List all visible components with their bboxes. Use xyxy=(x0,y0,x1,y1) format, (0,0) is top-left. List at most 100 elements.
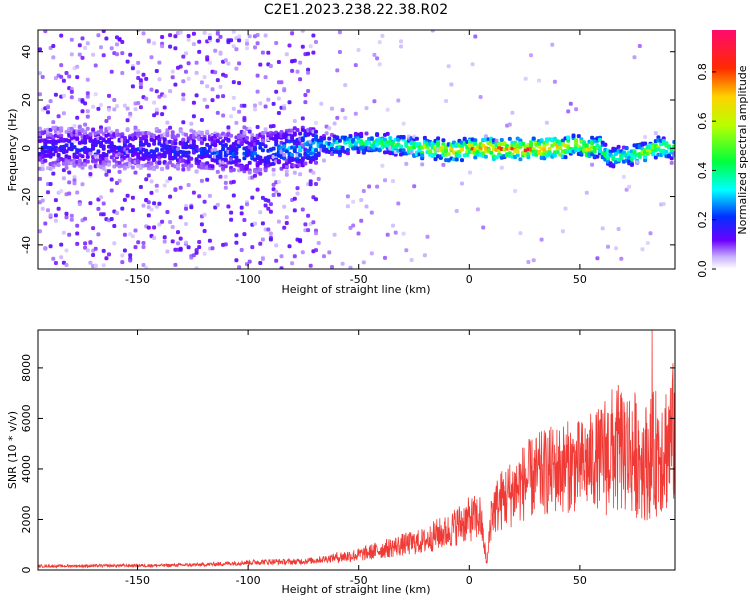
heatmap-cell xyxy=(237,34,242,39)
heatmap-cell xyxy=(149,190,154,195)
heatmap-cell xyxy=(104,156,109,161)
heatmap-cell xyxy=(255,89,260,94)
heatmap-cell xyxy=(308,263,313,268)
heatmap-cell xyxy=(258,167,263,172)
heatmap-cell xyxy=(144,177,149,182)
heatmap-cell xyxy=(266,97,271,102)
heatmap-cell xyxy=(237,158,242,163)
heatmap-cell xyxy=(298,172,303,177)
heatmap-cell xyxy=(117,160,122,165)
heatmap-cell xyxy=(327,136,332,141)
spectrogram-x-tick-label: -100 xyxy=(236,273,261,286)
heatmap-cell xyxy=(598,145,602,150)
heatmap-cell xyxy=(322,144,326,149)
heatmap-cell xyxy=(552,79,557,84)
heatmap-cell xyxy=(592,149,597,154)
heatmap-cell xyxy=(316,153,321,157)
heatmap-cell xyxy=(237,61,242,66)
heatmap-cell xyxy=(481,225,486,230)
heatmap-cell xyxy=(486,148,491,152)
spectrogram-y-tick-label: 0 xyxy=(20,145,33,152)
heatmap-cell xyxy=(141,72,146,77)
heatmap-cell xyxy=(59,33,64,38)
heatmap-cell xyxy=(245,41,249,46)
heatmap-cell xyxy=(499,138,504,142)
heatmap-cell xyxy=(287,43,292,48)
heatmap-cell xyxy=(186,150,191,155)
heatmap-cell xyxy=(266,50,271,55)
heatmap-cell xyxy=(664,141,669,146)
heatmap-cell xyxy=(258,62,263,67)
heatmap-cell xyxy=(250,195,255,200)
heatmap-cell xyxy=(255,187,260,192)
heatmap-cell xyxy=(168,194,173,199)
heatmap-cell xyxy=(375,184,380,189)
heatmap-cell xyxy=(380,163,385,168)
heatmap-cell xyxy=(53,198,58,203)
heatmap-cell xyxy=(314,134,318,139)
heatmap-cell xyxy=(316,177,321,181)
heatmap-cell xyxy=(401,231,406,236)
heatmap-cell xyxy=(162,235,167,240)
heatmap-cell xyxy=(576,134,581,139)
heatmap-cell xyxy=(558,146,563,150)
heatmap-cell xyxy=(263,144,268,149)
heatmap-cell xyxy=(457,154,462,158)
heatmap-cell xyxy=(120,51,125,56)
heatmap-cell xyxy=(343,115,348,120)
spectrogram-x-ticks: -150 -100 -50 0 50 xyxy=(125,30,587,286)
heatmap-cell xyxy=(494,138,499,143)
heatmap-cell xyxy=(207,145,212,150)
snr-x-tick-label: 0 xyxy=(466,574,473,587)
snr-panel: -150 -100 -50 0 50 0 2000 4000 6000 8000 Height … xyxy=(6,329,676,596)
heatmap-cell xyxy=(154,204,159,209)
heatmap-cell xyxy=(173,141,178,146)
heatmap-cell xyxy=(253,147,257,152)
heatmap-cell xyxy=(276,219,281,224)
heatmap-cell xyxy=(640,247,645,252)
heatmap-cell xyxy=(53,92,58,97)
heatmap-cell xyxy=(234,258,239,263)
snr-x-tick-label: 50 xyxy=(573,574,587,587)
heatmap-cell xyxy=(83,122,88,127)
heatmap-cell xyxy=(152,41,157,46)
heatmap-cell xyxy=(186,76,191,81)
heatmap-cell xyxy=(268,231,273,236)
heatmap-cell xyxy=(72,124,77,128)
heatmap-cell xyxy=(449,146,454,151)
heatmap-cell xyxy=(298,131,303,136)
heatmap-cell xyxy=(258,241,263,246)
heatmap-cell xyxy=(231,106,236,111)
heatmap-cell xyxy=(85,154,90,159)
heatmap-cell xyxy=(128,111,133,116)
heatmap-cell xyxy=(152,157,157,162)
heatmap-cell xyxy=(191,31,196,36)
heatmap-cell xyxy=(173,187,178,192)
heatmap-cell xyxy=(401,148,406,153)
heatmap-cell xyxy=(298,238,303,243)
heatmap-cell xyxy=(345,148,350,152)
heatmap-cell xyxy=(237,109,242,114)
heatmap-cell xyxy=(383,137,387,142)
heatmap-cell xyxy=(223,164,228,169)
heatmap-cell xyxy=(207,154,212,159)
heatmap-cell xyxy=(77,202,82,207)
heatmap-cell xyxy=(165,128,170,133)
heatmap-cell xyxy=(72,175,77,180)
snr-y-tick-label: 6000 xyxy=(20,404,33,432)
heatmap-cell xyxy=(284,221,289,225)
heatmap-cell xyxy=(104,172,109,177)
heatmap-cell xyxy=(130,66,135,71)
heatmap-cell xyxy=(460,147,464,152)
heatmap-cell xyxy=(189,121,194,126)
heatmap-cell xyxy=(290,153,295,157)
heatmap-cell xyxy=(444,146,449,150)
heatmap-cell xyxy=(226,125,231,130)
heatmap-cell xyxy=(380,33,385,38)
heatmap-cell xyxy=(372,52,377,57)
heatmap-cell xyxy=(276,111,281,115)
heatmap-cell xyxy=(122,197,127,202)
heatmap-cell xyxy=(125,118,130,123)
heatmap-cell xyxy=(274,189,279,194)
heatmap-cell xyxy=(67,232,72,237)
